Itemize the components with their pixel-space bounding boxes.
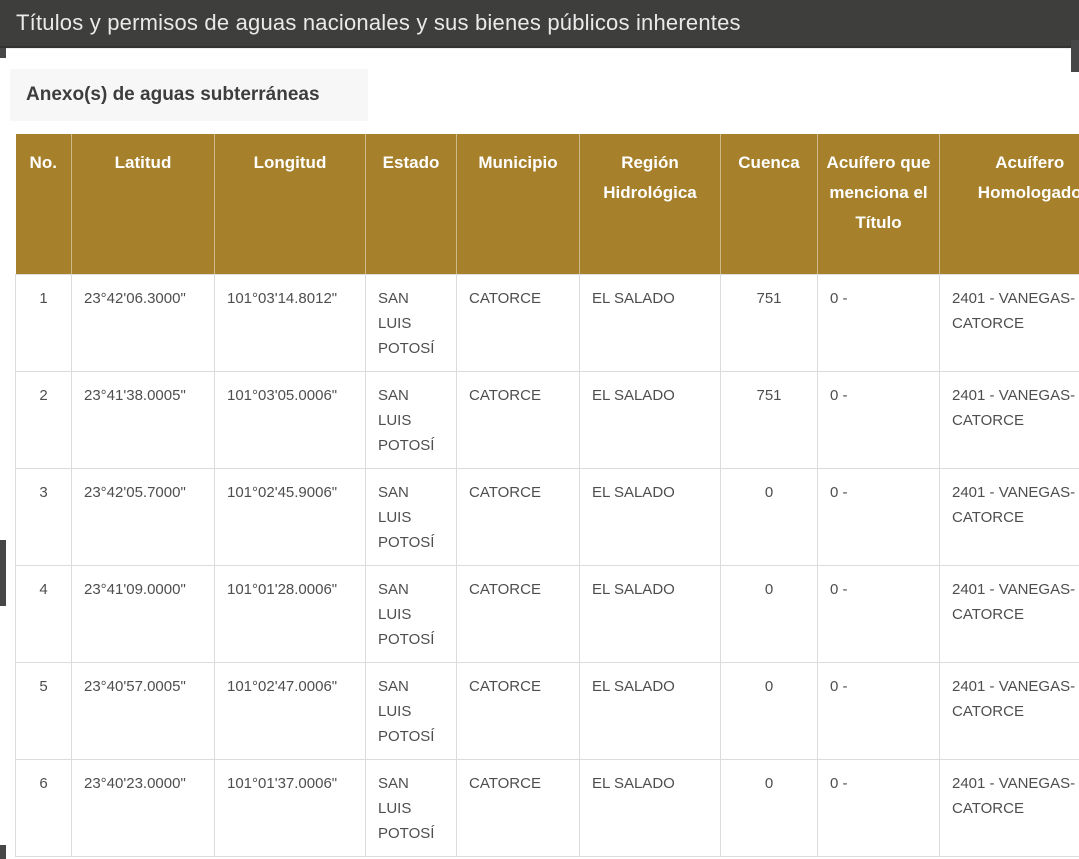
table-row: 4 23°41'09.0000" 101°01'28.0006" SAN LUIS P…	[15, 564, 1079, 663]
table-cell: 751	[720, 370, 818, 469]
table-header: No. Latitud Longitud Estado Municipio Región …	[15, 134, 1079, 275]
table-cell: EL SALADO	[579, 467, 721, 566]
table-cell: SAN LUIS POTOSÍ	[365, 467, 457, 566]
table-cell: 2401 - VANEGAS-CATORCE	[939, 370, 1079, 469]
table-cell: SAN LUIS POTOSÍ	[365, 564, 457, 663]
table-cell: 0 -	[817, 564, 940, 663]
table-cell: EL SALADO	[579, 564, 721, 663]
table-row: 2 23°41'38.0005" 101°03'05.0006" SAN LUIS P…	[15, 370, 1079, 469]
section-tab: Anexo(s) de aguas subterráneas	[10, 69, 368, 121]
column-header: Acuífero Homologado	[939, 134, 1079, 275]
column-header: Latitud	[71, 134, 215, 275]
table-cell: CATORCE	[456, 273, 580, 372]
table-cell: 0	[720, 467, 818, 566]
table-cell: 0 -	[817, 467, 940, 566]
table-cell: 23°40'57.0005"	[71, 661, 215, 760]
table-header-row: No. Latitud Longitud Estado Municipio Región …	[15, 134, 1079, 275]
table-cell: 3	[15, 467, 72, 566]
table-cell: 0 -	[817, 370, 940, 469]
table-cell: 2401 - VANEGAS-CATORCE	[939, 758, 1079, 857]
table-body: 1 23°42'06.3000" 101°03'14.8012" SAN LUIS P…	[15, 273, 1079, 857]
column-header: Cuenca	[720, 134, 818, 275]
page-title: Títulos y permisos de aguas nacionales y…	[16, 10, 741, 35]
table-cell: 23°42'06.3000"	[71, 273, 215, 372]
table-row: 6 23°40'23.0000" 101°01'37.0006" SAN LUIS P…	[15, 758, 1079, 857]
scrollbar-fragment[interactable]	[0, 845, 6, 859]
table-cell: 101°03'14.8012"	[214, 273, 366, 372]
page-header: Títulos y permisos de aguas nacionales y…	[0, 0, 1079, 48]
scrollbar-fragment[interactable]	[0, 540, 6, 606]
table-cell: CATORCE	[456, 564, 580, 663]
table-cell: 101°03'05.0006"	[214, 370, 366, 469]
table-cell: 0 -	[817, 758, 940, 857]
table-cell: 0	[720, 564, 818, 663]
anexos-table: No. Latitud Longitud Estado Municipio Región …	[15, 134, 1079, 857]
table-cell: 23°40'23.0000"	[71, 758, 215, 857]
table-cell: 2401 - VANEGAS-CATORCE	[939, 273, 1079, 372]
table-cell: 0 -	[817, 273, 940, 372]
table-cell: 1	[15, 273, 72, 372]
table-cell: 751	[720, 273, 818, 372]
column-header: Municipio	[456, 134, 580, 275]
column-header: No.	[15, 134, 72, 275]
column-header: Acuífero que menciona el Título	[817, 134, 940, 275]
table-cell: 6	[15, 758, 72, 857]
table-cell: CATORCE	[456, 758, 580, 857]
table-cell: 23°41'09.0000"	[71, 564, 215, 663]
table-cell: EL SALADO	[579, 370, 721, 469]
table-cell: SAN LUIS POTOSÍ	[365, 273, 457, 372]
table-cell: 0	[720, 661, 818, 760]
table-cell: 23°42'05.7000"	[71, 467, 215, 566]
table-cell: 101°02'47.0006"	[214, 661, 366, 760]
scrollbar-fragment[interactable]	[0, 48, 6, 58]
column-header: Longitud	[214, 134, 366, 275]
table-cell: 2401 - VANEGAS-CATORCE	[939, 467, 1079, 566]
table-row: 3 23°42'05.7000" 101°02'45.9006" SAN LUIS P…	[15, 467, 1079, 566]
table-container: No. Latitud Longitud Estado Municipio Región …	[15, 134, 1079, 857]
table-cell: 101°01'28.0006"	[214, 564, 366, 663]
table-cell: 2401 - VANEGAS-CATORCE	[939, 661, 1079, 760]
table-row: 1 23°42'06.3000" 101°03'14.8012" SAN LUIS P…	[15, 273, 1079, 372]
table-cell: 23°41'38.0005"	[71, 370, 215, 469]
table-cell: EL SALADO	[579, 661, 721, 760]
scrollbar-fragment[interactable]	[1071, 40, 1079, 72]
table-cell: CATORCE	[456, 370, 580, 469]
column-header: Estado	[365, 134, 457, 275]
table-row: 5 23°40'57.0005" 101°02'47.0006" SAN LUIS P…	[15, 661, 1079, 760]
table-cell: EL SALADO	[579, 273, 721, 372]
table-cell: 0	[720, 758, 818, 857]
table-cell: SAN LUIS POTOSÍ	[365, 758, 457, 857]
content-panel: Anexo(s) de aguas subterráneas No. Latitu…	[0, 48, 1079, 857]
table-cell: 0 -	[817, 661, 940, 760]
column-header: Región Hidrológica	[579, 134, 721, 275]
table-cell: 2	[15, 370, 72, 469]
table-cell: 2401 - VANEGAS-CATORCE	[939, 564, 1079, 663]
table-cell: SAN LUIS POTOSÍ	[365, 661, 457, 760]
table-cell: 101°01'37.0006"	[214, 758, 366, 857]
table-cell: 5	[15, 661, 72, 760]
table-cell: 101°02'45.9006"	[214, 467, 366, 566]
table-cell: CATORCE	[456, 467, 580, 566]
table-cell: EL SALADO	[579, 758, 721, 857]
section-title: Anexo(s) de aguas subterráneas	[26, 84, 320, 105]
table-cell: 4	[15, 564, 72, 663]
table-cell: CATORCE	[456, 661, 580, 760]
table-cell: SAN LUIS POTOSÍ	[365, 370, 457, 469]
